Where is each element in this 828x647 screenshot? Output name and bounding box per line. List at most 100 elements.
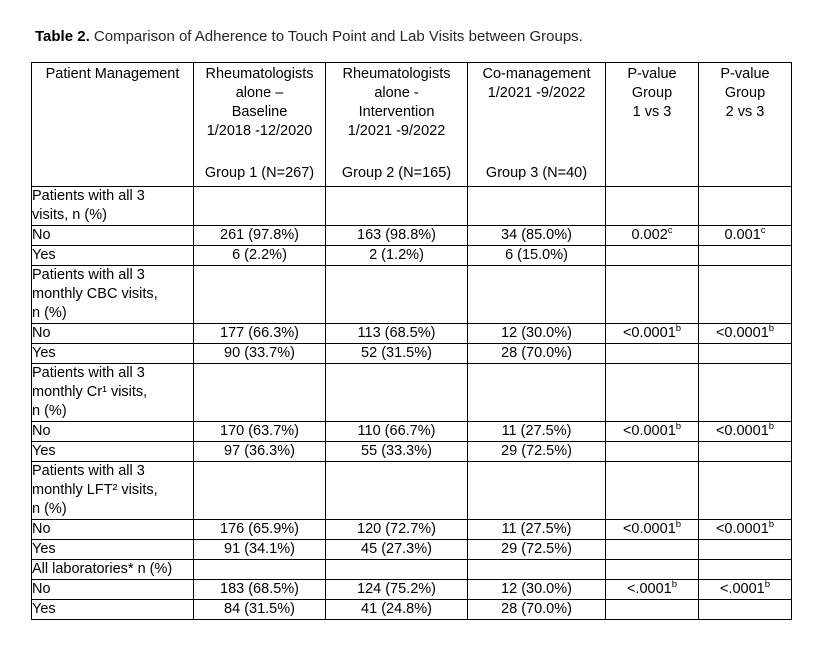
table-title-prefix: Table 2. [35,28,90,45]
table-row: Yes 90 (33.7%) 52 (31.5%) 28 (70.0%) [31,343,792,364]
header-group1: Rheumatologists alone – Baseline 1/2018 … [193,62,326,187]
header-text: Rheumatologists alone - Intervention 1/2… [342,66,451,139]
row-label-cell: Yes [31,441,194,462]
pvalue-text: <.0001 [626,581,672,597]
group2-value-cell: 41 (24.8%) [325,599,468,620]
empty-cell [193,363,326,422]
section-row: All laboratories* n (%) [31,559,792,580]
group3-value-cell: 29 (72.5%) [467,441,606,462]
pvalue-2v3-cell: <.0001b [698,579,792,600]
group2-value-cell: 52 (31.5%) [325,343,468,364]
empty-cell [325,186,468,226]
pvalue-text: 0.001 [724,227,761,243]
empty-cell [605,363,699,422]
empty-cell [325,461,468,520]
pvalue-2v3-cell [698,539,792,560]
empty-cell [325,559,468,580]
group1-value-cell: 84 (31.5%) [193,599,326,620]
group1-value-cell: 177 (66.3%) [193,323,326,344]
pvalue-2v3-cell: <0.0001b [698,421,792,442]
section-row: Patients with all 3 monthly LFT² visits,… [31,461,792,520]
row-label-cell: Yes [31,599,194,620]
table-row: No 261 (97.8%) 163 (98.8%) 34 (85.0%) 0.… [31,225,792,246]
table-row: No 176 (65.9%) 120 (72.7%) 11 (27.5%) <0… [31,519,792,540]
header-row: Patient Management Rheumatologists alone… [31,62,792,187]
group3-value-cell: 11 (27.5%) [467,421,606,442]
group3-value-cell: 6 (15.0%) [467,245,606,266]
group1-value-cell: 90 (33.7%) [193,343,326,364]
group3-n-label: Group 3 (N=40) [485,165,588,181]
group1-value-cell: 91 (34.1%) [193,539,326,560]
pvalue-superscript: b [675,421,682,433]
pvalue-1v3-cell: <.0001b [605,579,699,600]
table-title: Table 2. Comparison of Adherence to Touc… [35,28,583,45]
pvalue-2v3-cell: <0.0001b [698,323,792,344]
group2-value-cell: 163 (98.8%) [325,225,468,246]
header-text: Rheumatologists alone – Baseline 1/2018 … [205,66,314,139]
section-label-cell: Patients with all 3 monthly LFT² visits,… [31,461,194,520]
group1-value-cell: 261 (97.8%) [193,225,326,246]
group3-value-cell: 12 (30.0%) [467,323,606,344]
pvalue-superscript: b [671,579,678,591]
row-label-cell: No [31,519,194,540]
section-row: Patients with all 3 monthly CBC visits, … [31,265,792,324]
table-title-text: Comparison of Adherence to Touch Point a… [89,28,583,45]
pvalue-superscript: b [675,323,682,335]
group3-value-cell: 11 (27.5%) [467,519,606,540]
section-row: Patients with all 3 visits, n (%) [31,186,792,226]
header-text: P-value Group 2 vs 3 [720,66,770,120]
empty-cell [193,461,326,520]
group2-value-cell: 110 (66.7%) [325,421,468,442]
section-label-cell: Patients with all 3 monthly Cr¹ visits, … [31,363,194,422]
pvalue-1v3-cell [605,599,699,620]
group2-n-label: Group 2 (N=165) [341,165,452,181]
row-label-cell: No [31,323,194,344]
pvalue-superscript: b [764,579,771,591]
pvalue-text: <0.0001 [622,423,676,439]
group2-value-cell: 45 (27.3%) [325,539,468,560]
table-row: No 177 (66.3%) 113 (68.5%) 12 (30.0%) <0… [31,323,792,344]
pvalue-1v3-cell [605,441,699,462]
empty-cell [698,559,792,580]
empty-cell [605,265,699,324]
empty-cell [467,461,606,520]
comparison-table: Patient Management Rheumatologists alone… [31,62,792,620]
pvalue-superscript: b [768,421,775,433]
pvalue-text: <0.0001 [622,521,676,537]
pvalue-text: <0.0001 [622,325,676,341]
group1-value-cell: 183 (68.5%) [193,579,326,600]
empty-cell [467,363,606,422]
pvalue-1v3-cell: 0.002c [605,225,699,246]
group2-value-cell: 113 (68.5%) [325,323,468,344]
row-label-cell: No [31,579,194,600]
group3-value-cell: 12 (30.0%) [467,579,606,600]
section-label-cell: All laboratories* n (%) [31,559,194,580]
pvalue-2v3-cell [698,343,792,364]
group2-value-cell: 55 (33.3%) [325,441,468,462]
header-group2: Rheumatologists alone - Intervention 1/2… [325,62,468,187]
empty-cell [193,559,326,580]
pvalue-1v3-cell: <0.0001b [605,323,699,344]
empty-cell [467,186,606,226]
empty-cell [605,461,699,520]
group2-value-cell: 120 (72.7%) [325,519,468,540]
header-text: Co-management 1/2021 -9/2022 [482,66,591,101]
pvalue-1v3-cell: <0.0001b [605,421,699,442]
pvalue-1v3-cell [605,245,699,266]
group1-value-cell: 97 (36.3%) [193,441,326,462]
pvalue-text: <0.0001 [715,521,769,537]
empty-cell [605,559,699,580]
group1-value-cell: 170 (63.7%) [193,421,326,442]
pvalue-2v3-cell [698,441,792,462]
empty-cell [698,363,792,422]
header-text: P-value Group 1 vs 3 [627,66,677,120]
pvalue-superscript: b [768,519,775,531]
empty-cell [467,559,606,580]
row-label-cell: Yes [31,539,194,560]
group3-value-cell: 28 (70.0%) [467,343,606,364]
pvalue-2v3-cell [698,599,792,620]
group1-value-cell: 176 (65.9%) [193,519,326,540]
group3-value-cell: 28 (70.0%) [467,599,606,620]
pvalue-1v3-cell [605,343,699,364]
